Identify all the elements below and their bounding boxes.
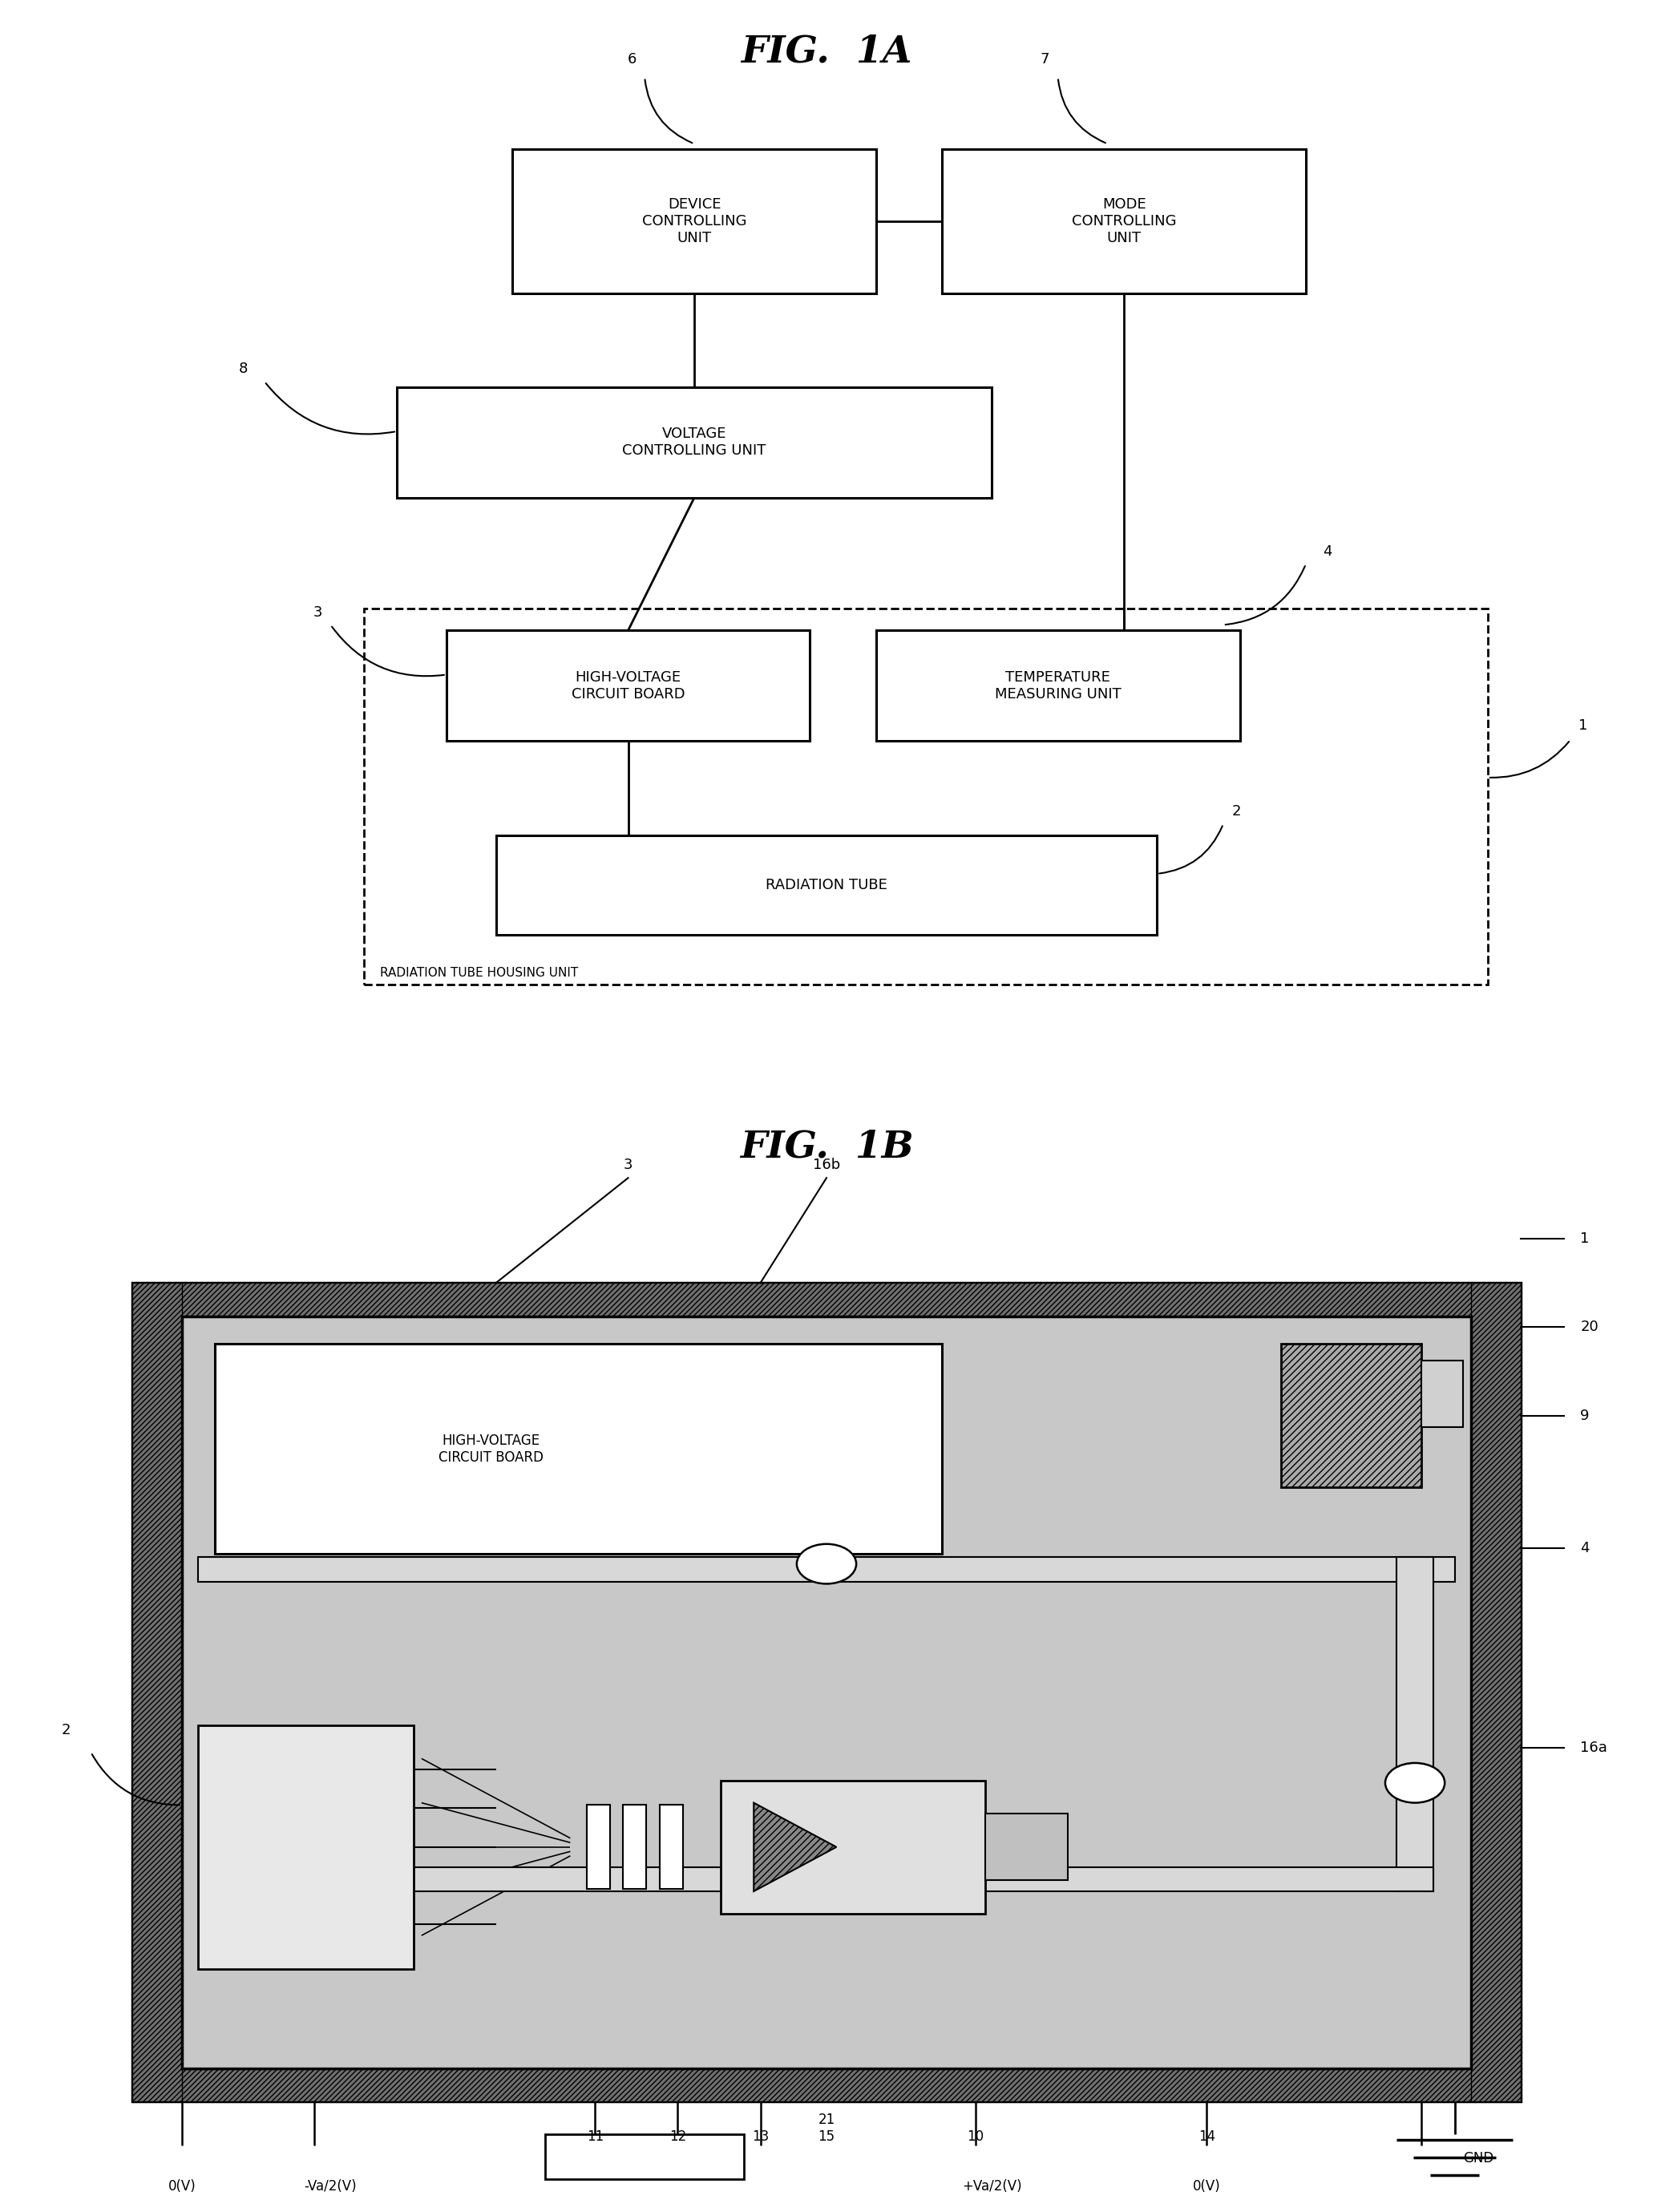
Bar (876, 630, 1240, 741)
Bar (215, 1345, 942, 1553)
Text: 1: 1 (1580, 1232, 1590, 1245)
Text: 2: 2 (61, 1723, 71, 1736)
Bar (512, 150, 876, 294)
Bar (397, 387, 992, 498)
Bar (660, 1805, 683, 1889)
Bar (1281, 1345, 1422, 1489)
Text: 21: 21 (818, 2112, 835, 2128)
Bar (132, 1283, 182, 2101)
Text: TEMPERATURE
MEASURING UNIT: TEMPERATURE MEASURING UNIT (995, 670, 1121, 701)
Text: 15: 15 (818, 2128, 835, 2143)
Text: 0(V): 0(V) (169, 2179, 195, 2194)
Text: FIG.  1A: FIG. 1A (741, 33, 912, 71)
Bar (446, 630, 810, 741)
Text: 4: 4 (1580, 1542, 1590, 1555)
Text: 9: 9 (1580, 1409, 1590, 1422)
Text: 4: 4 (1322, 544, 1332, 560)
Bar (985, 1814, 1068, 1880)
Bar (182, 1316, 1471, 2068)
Bar (380, 1867, 1433, 1891)
Text: 1: 1 (1579, 719, 1589, 732)
Circle shape (1385, 1763, 1445, 1803)
Text: 20: 20 (1580, 1321, 1598, 1334)
Text: 3: 3 (623, 1157, 633, 1172)
Bar (198, 1725, 413, 1969)
Text: 12: 12 (669, 2128, 686, 2143)
Bar (1397, 1557, 1433, 1891)
Text: RADIATION TUBE: RADIATION TUBE (765, 878, 888, 891)
Text: VOLTAGE
CONTROLLING UNIT: VOLTAGE CONTROLLING UNIT (623, 427, 765, 458)
Text: 10: 10 (967, 2128, 984, 2143)
Bar (496, 836, 1157, 933)
Text: DEVICE
CONTROLLING
UNIT: DEVICE CONTROLLING UNIT (641, 197, 747, 246)
Bar (1422, 1360, 1463, 1427)
Text: HIGH-VOLTAGE
CIRCUIT BOARD: HIGH-VOLTAGE CIRCUIT BOARD (438, 1433, 544, 1464)
Text: FIG.  1B: FIG. 1B (739, 1128, 914, 1166)
Text: 8: 8 (238, 361, 248, 376)
Bar (364, 608, 1488, 984)
Text: +Va/2(V): +Va/2(V) (962, 2179, 1022, 2194)
Bar (132, 1283, 1521, 1316)
Text: 16a: 16a (1580, 1741, 1607, 1754)
Polygon shape (754, 1803, 836, 1891)
Bar (182, 1316, 1471, 2068)
Text: 7: 7 (1040, 51, 1050, 66)
Text: 0(V): 0(V) (1193, 2179, 1220, 2194)
Bar (198, 1557, 1455, 1582)
Text: 3: 3 (312, 604, 322, 619)
Text: -Va/2(V): -Va/2(V) (304, 2179, 357, 2194)
Text: 11: 11 (587, 2128, 603, 2143)
Text: 2: 2 (1231, 803, 1241, 818)
Bar (1471, 1283, 1521, 2101)
Circle shape (797, 1544, 856, 1584)
Text: 6: 6 (626, 51, 636, 66)
Text: 16b: 16b (813, 1157, 840, 1172)
Text: 13: 13 (752, 2128, 769, 2143)
Text: RADIATION TUBE HOUSING UNIT: RADIATION TUBE HOUSING UNIT (380, 967, 579, 978)
Bar (587, 1805, 610, 1889)
Text: GND: GND (1463, 2150, 1494, 2166)
Text: 14: 14 (1198, 2128, 1215, 2143)
Text: MODE
CONTROLLING
UNIT: MODE CONTROLLING UNIT (1071, 197, 1177, 246)
Bar (132, 2068, 1521, 2101)
Bar (132, 1283, 1521, 2101)
Bar (721, 1781, 985, 1913)
Text: HIGH-VOLTAGE
CIRCUIT BOARD: HIGH-VOLTAGE CIRCUIT BOARD (572, 670, 684, 701)
Bar (545, 2135, 744, 2179)
Bar (942, 150, 1306, 294)
Bar (623, 1805, 646, 1889)
